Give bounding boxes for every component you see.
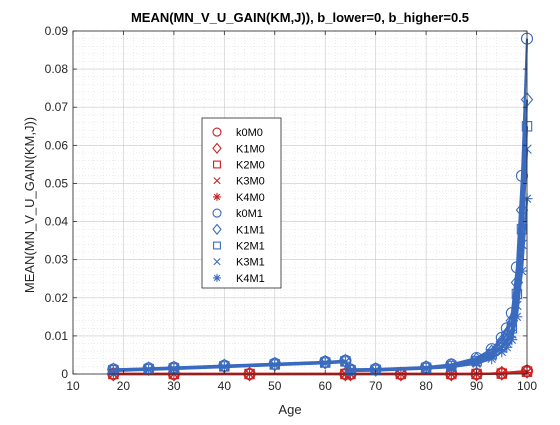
- data-point: [243, 366, 256, 382]
- data-point: [269, 359, 281, 371]
- y-tick-label: 0.07: [45, 100, 69, 114]
- legend-marker: [212, 127, 222, 137]
- x-tick-label: 100: [517, 379, 537, 393]
- legend-marker: [213, 258, 221, 266]
- data-point: [471, 358, 483, 370]
- legend-label: K2M0: [236, 160, 265, 172]
- legend-marker: [213, 192, 221, 201]
- series-k4m1: [107, 193, 533, 377]
- data-point: [319, 357, 331, 369]
- legend-marker: [212, 208, 222, 218]
- data-point: [107, 365, 119, 377]
- x-tick-label: 80: [419, 379, 433, 393]
- y-tick-label: 0.01: [45, 329, 69, 343]
- axes: 10 20 30 40 50 60 70 80 90 100 0 0.01 0.02 0.03 0.04 0.…: [45, 24, 538, 393]
- data-point: [511, 311, 523, 323]
- x-axis-label: Age: [278, 402, 301, 417]
- legend-marker: [213, 241, 221, 250]
- data-point: [512, 300, 522, 311]
- legend-label: k0M0: [236, 127, 263, 139]
- data-point: [339, 356, 351, 368]
- data-point: [496, 346, 508, 358]
- y-tick-label: 0.09: [45, 24, 69, 38]
- legend-entry: K3M0: [213, 176, 265, 188]
- legend-label: K3M1: [236, 257, 265, 269]
- legend-label: K4M1: [236, 273, 265, 285]
- y-axis-label: MEAN(MN_V_U_GAIN(KM,J)): [22, 117, 37, 293]
- data-point: [470, 366, 483, 382]
- x-tick-label: 60: [319, 379, 333, 393]
- y-tick-label: 0.08: [45, 62, 69, 76]
- y-tick-label: 0.03: [45, 253, 69, 267]
- legend-entry: K1M1: [212, 223, 265, 236]
- data-point: [506, 334, 518, 346]
- legend-label: K4M0: [236, 192, 265, 204]
- legend-entry: k0M1: [212, 208, 263, 220]
- x-tick-label: 30: [167, 379, 181, 393]
- data-point: [501, 341, 513, 353]
- data-point: [394, 366, 408, 382]
- legend-label: k0M1: [236, 208, 263, 220]
- data-point: [218, 361, 230, 373]
- legend-marker: [213, 273, 221, 282]
- legend-entry: K2M1: [213, 241, 265, 253]
- chart-title: MEAN(MN_V_U_GAIN(KM,J)), b_lower=0, b_hi…: [131, 10, 469, 25]
- legend-entry: K2M0: [213, 160, 265, 172]
- data-point: [420, 363, 432, 375]
- data-point: [344, 365, 356, 377]
- legend-marker: [213, 160, 221, 169]
- legend-entry: K4M0: [213, 192, 265, 204]
- legend-marker: [213, 177, 221, 185]
- x-tick-label: 90: [470, 379, 484, 393]
- data-point: [143, 364, 155, 376]
- y-tick-label: 0.02: [45, 291, 69, 305]
- data-point: [486, 353, 498, 365]
- y-tick-label: 0.05: [45, 176, 69, 190]
- data-point: [445, 361, 457, 373]
- data-point: [495, 365, 508, 381]
- legend-marker: [212, 142, 222, 154]
- x-tick-label: 40: [218, 379, 232, 393]
- x-tick-label: 70: [369, 379, 383, 393]
- legend: k0M0 K1M0 K2M0 K3M0 K4M0 k0M1 K1M1 K2M1 K3M1 K4M1: [201, 117, 282, 289]
- plot-background: [73, 31, 527, 374]
- x-tick-label: 50: [268, 379, 282, 393]
- y-tick-label: 0: [61, 367, 68, 381]
- legend-label: K1M0: [236, 143, 265, 155]
- data-point: [516, 265, 528, 277]
- data-point: [445, 366, 458, 382]
- y-tick-label: 0.06: [45, 138, 69, 152]
- y-tick-label: 0.04: [45, 215, 69, 229]
- grid: [72, 30, 528, 375]
- x-tick-label: 20: [117, 379, 131, 393]
- legend-marker: [212, 223, 222, 235]
- legend-label: K1M1: [236, 224, 265, 236]
- x-tick-label: 10: [66, 379, 80, 393]
- legend-entry: K4M1: [213, 273, 265, 285]
- axes-box: [72, 30, 528, 375]
- legend-entry: K1M0: [212, 142, 265, 155]
- legend-label: K3M0: [236, 176, 265, 188]
- data-point: [515, 169, 529, 182]
- legend-entry: k0M0: [212, 127, 263, 139]
- legend-entry: K3M1: [213, 257, 265, 269]
- data-point: [168, 363, 180, 375]
- legend-label: K2M1: [236, 241, 265, 253]
